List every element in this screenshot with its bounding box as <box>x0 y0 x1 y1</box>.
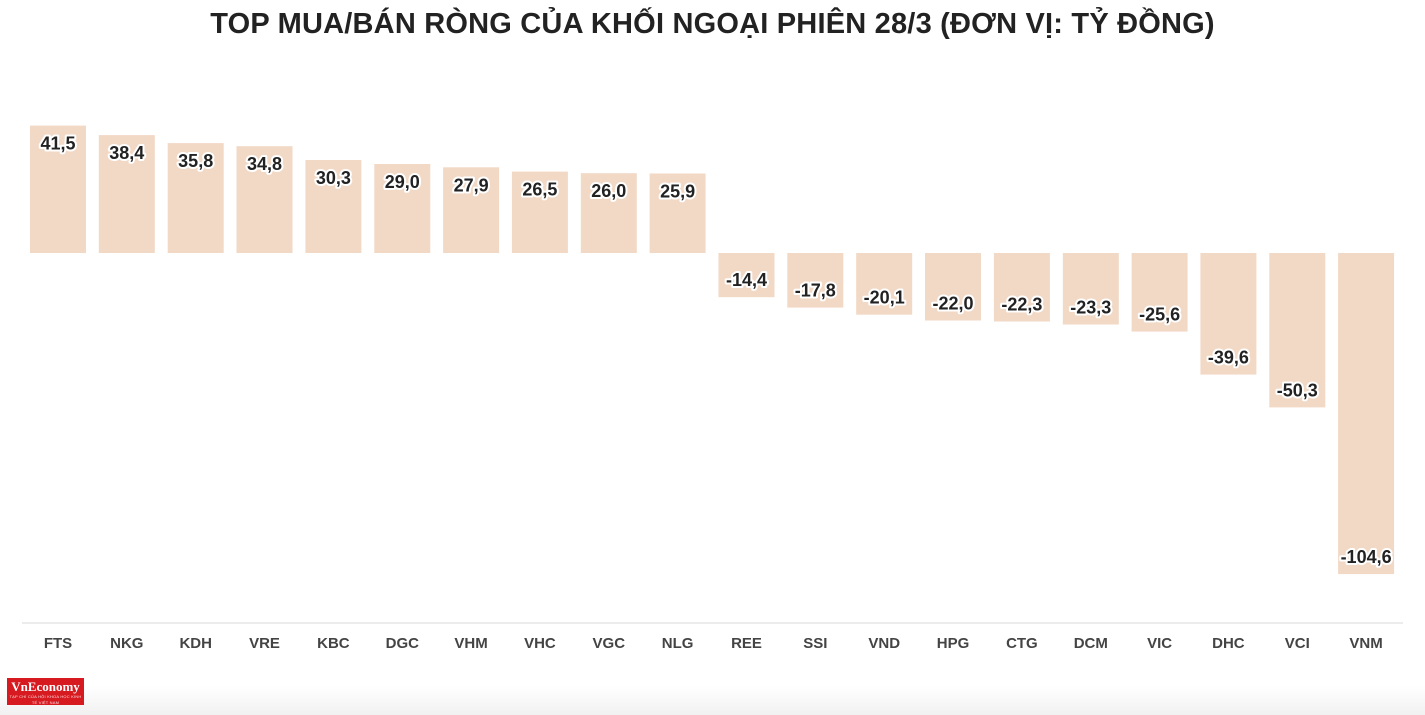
bar-vhm <box>443 167 500 253</box>
value-label-kbc: 30,3 <box>316 168 351 188</box>
bar-dhc <box>1200 253 1257 375</box>
value-label-vnm: -104,6 <box>1341 547 1392 567</box>
x-tick-vnm: VNM <box>1349 635 1382 652</box>
x-tick-vhc: VHC <box>524 635 556 652</box>
x-tick-kbc: KBC <box>317 635 350 652</box>
bar-vic <box>1131 253 1188 332</box>
x-tick-vhm: VHM <box>454 635 487 652</box>
value-label-vnd: -20,1 <box>864 288 905 308</box>
x-tick-dgc: DGC <box>386 635 420 652</box>
x-tick-vic: VIC <box>1147 635 1172 652</box>
value-label-dhc: -39,6 <box>1208 348 1249 368</box>
bar-vci <box>1269 253 1326 408</box>
bar-nkg <box>98 135 155 253</box>
bar-vhc <box>511 171 568 253</box>
logo-wordmark: VnEconomy <box>11 679 80 694</box>
bar-vnm <box>1338 253 1395 575</box>
bar-ssi <box>787 253 844 308</box>
bars-group <box>30 125 1395 575</box>
value-label-ree: -14,4 <box>726 270 767 290</box>
bar-hpg <box>925 253 981 321</box>
value-label-vic: -25,6 <box>1139 305 1180 325</box>
value-label-vci: -50,3 <box>1277 380 1318 400</box>
x-tick-dhc: DHC <box>1212 635 1245 652</box>
x-tick-hpg: HPG <box>937 635 970 652</box>
value-label-dgc: 29,0 <box>385 172 420 192</box>
bar-ree <box>718 253 775 298</box>
bar-kbc <box>305 160 362 253</box>
bar-dgc <box>374 164 431 253</box>
x-tick-fts: FTS <box>44 635 72 652</box>
x-tick-vgc: VGC <box>593 635 626 652</box>
x-tick-vre: VRE <box>249 635 280 652</box>
value-label-nkg: 38,4 <box>109 143 144 163</box>
value-label-vgc: 26,0 <box>591 181 626 201</box>
bar-fts <box>30 125 86 253</box>
x-tick-nkg: NKG <box>110 635 143 652</box>
value-label-hpg: -22,0 <box>932 294 973 314</box>
x-tick-ree: REE <box>731 635 762 652</box>
value-label-dcm: -23,3 <box>1070 298 1111 318</box>
value-label-ctg: -22,3 <box>1001 295 1042 315</box>
value-label-kdh: 35,8 <box>178 151 213 171</box>
footer-band <box>0 686 1425 715</box>
value-labels: 41,5 38,4 35,8 34,8 30,3 29,0 27,9 26,5 26,0 25,9… <box>38 132 1393 569</box>
bar-kdh <box>167 143 224 253</box>
value-label-fts: 41,5 <box>40 134 75 154</box>
logo-tagline: TẠP CHÍ CỦA HỘI KHOA HỌC KINH TẾ VIỆT NA… <box>9 694 82 705</box>
bar-dcm <box>1062 253 1119 325</box>
x-tick-nlg: NLG <box>662 635 694 652</box>
value-label-vre: 34,8 <box>247 154 282 174</box>
x-tick-kdh: KDH <box>179 635 212 652</box>
value-label-nlg: 25,9 <box>660 182 695 202</box>
value-label-vhc: 26,5 <box>522 180 557 200</box>
x-tick-ctg: CTG <box>1006 635 1038 652</box>
bar-ctg <box>993 253 1050 322</box>
value-label-ssi: -17,8 <box>795 281 836 301</box>
x-tick-vnd: VND <box>868 635 900 652</box>
vneconomy-logo: VnEconomy TẠP CHÍ CỦA HỘI KHOA HỌC KINH … <box>7 678 84 705</box>
bar-vgc <box>580 173 637 253</box>
bar-vnd <box>856 253 913 315</box>
x-tick-ssi: SSI <box>803 635 827 652</box>
bar-nlg <box>649 173 706 253</box>
x-tick-dcm: DCM <box>1074 635 1108 652</box>
x-tick-labels: FTS NKG KDH VRE KBC DGC VHM VHC VGC NLG REE SSI VND H… <box>44 635 1383 652</box>
x-tick-vci: VCI <box>1285 635 1310 652</box>
bar-vre <box>236 146 293 253</box>
chart-title: TOP MUA/BÁN RÒNG CỦA KHỐI NGOẠI PHIÊN 28… <box>210 8 1215 40</box>
value-label-vhm: 27,9 <box>454 175 489 195</box>
